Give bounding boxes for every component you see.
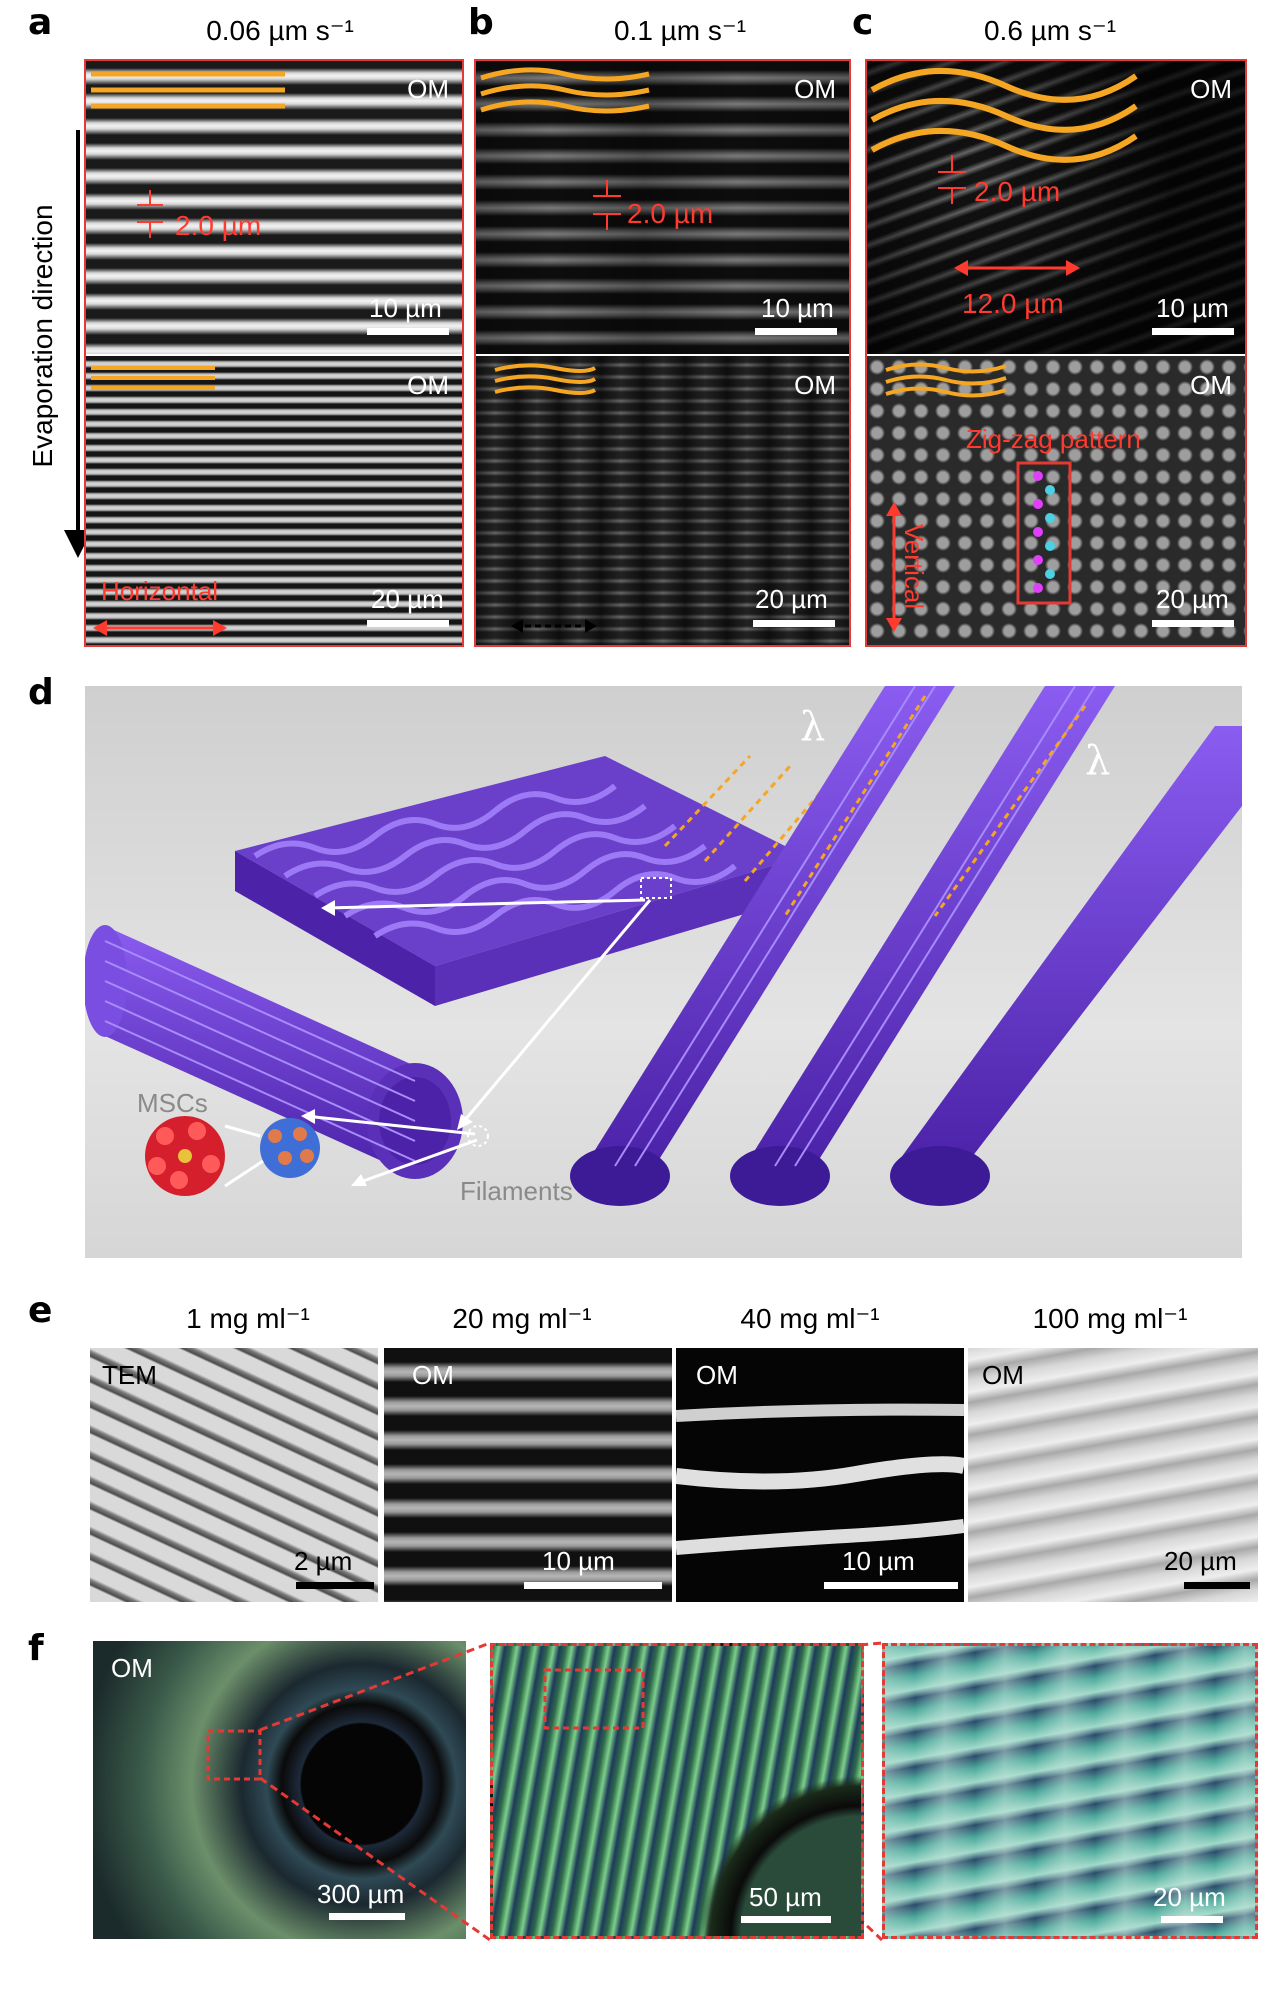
om-label: OM xyxy=(794,370,836,400)
lambda-label: λ xyxy=(1085,738,1111,784)
title-c: 0.6 µm s⁻¹ xyxy=(983,15,1117,46)
om-image-c-bottom: OM Zig-zag pattern Vertical 20 µm xyxy=(866,356,1246,646)
om-image-e4: OM 20 µm xyxy=(968,1348,1258,1602)
filament-cross-section xyxy=(260,1118,320,1178)
om-label: OM xyxy=(794,74,836,104)
bright-bands xyxy=(676,1403,964,1555)
lambda-label: λ xyxy=(800,704,826,750)
twisted-bundles xyxy=(570,686,1242,1206)
om-image-e3: OM 10 µm xyxy=(676,1348,964,1602)
title-e-1: 1 mg ml⁻¹ xyxy=(186,1303,310,1334)
orange-guide-lines xyxy=(91,366,227,636)
scale-bar-label: 20 µm xyxy=(1153,1882,1226,1912)
title-e-4: 100 mg ml⁻¹ xyxy=(1032,1303,1188,1334)
panel-label-e: e xyxy=(28,1290,53,1331)
orange-guide-lines xyxy=(870,67,1138,276)
om-label: OM xyxy=(982,1360,1024,1390)
annotations xyxy=(885,362,1072,632)
scale-bar xyxy=(367,620,449,627)
scale-bar xyxy=(741,1916,831,1923)
spacing-marker xyxy=(593,180,621,230)
scale-bar-label: 20 µm xyxy=(755,584,828,614)
om-image-f2: 50 µm xyxy=(490,1643,864,1939)
orange-guide-lines xyxy=(480,67,650,114)
title-b: 0.1 µm s⁻¹ xyxy=(613,15,747,46)
om-image-b-bottom: OM 20 µm xyxy=(475,356,850,646)
scale-bar xyxy=(367,328,449,335)
scale-bar-label: 2 µm xyxy=(294,1546,353,1576)
scale-bar xyxy=(755,328,837,335)
scale-bar xyxy=(329,1913,405,1920)
scale-bar-label: 10 µm xyxy=(842,1546,915,1576)
horizontal-label: Horizontal xyxy=(101,576,219,606)
scale-bar-label: 10 µm xyxy=(1156,293,1229,323)
om-image-f3: 20 µm xyxy=(882,1643,1258,1939)
scale-bar xyxy=(753,620,835,627)
scale-bar-label: 20 µm xyxy=(1164,1546,1237,1576)
om-image-e2: OM 10 µm xyxy=(384,1348,672,1602)
scale-bar xyxy=(824,1582,958,1589)
scale-bar xyxy=(1161,1916,1223,1923)
scale-bar xyxy=(1184,1582,1250,1589)
tem-image-e1: TEM 2 µm xyxy=(90,1348,378,1602)
title-e-2: 20 mg ml⁻¹ xyxy=(452,1303,592,1334)
filaments-label: Filaments xyxy=(460,1176,573,1206)
zigzag-label: Zig-zag pattern xyxy=(966,424,1141,454)
scale-bar xyxy=(524,1582,662,1589)
om-image-f1: OM 300 µm xyxy=(93,1641,466,1939)
om-label: OM xyxy=(111,1653,153,1683)
filament-bundle-cylinder xyxy=(85,925,463,1179)
om-image-c-top: OM 2.0 µm 12.0 µm 10 µm xyxy=(866,60,1246,354)
msc-cluster xyxy=(145,1116,225,1196)
om-image-b-top: OM 2.0 µm 10 µm xyxy=(475,60,850,354)
scale-bar-label: 300 µm xyxy=(317,1879,405,1909)
panel-label-a: a xyxy=(28,2,53,43)
om-label: OM xyxy=(407,74,449,104)
scale-bar-label: 50 µm xyxy=(749,1882,822,1912)
schematic-svg xyxy=(85,686,1242,1206)
period-annotation: 12.0 µm xyxy=(962,288,1064,319)
om-label: OM xyxy=(696,1360,738,1390)
scale-bar-label: 10 µm xyxy=(369,293,442,323)
panel-label-b: b xyxy=(468,2,494,43)
orange-guide-lines xyxy=(91,71,285,238)
panel-label-c: c xyxy=(852,2,874,43)
spacing-annotation: 2.0 µm xyxy=(175,210,262,241)
panel-a-frame xyxy=(84,59,464,647)
om-image-a-bottom: OM Horizontal 20 µm xyxy=(85,356,463,646)
scale-bar xyxy=(1152,328,1234,335)
scale-bar xyxy=(296,1582,374,1589)
panel-label-d: d xyxy=(28,672,54,713)
om-label: OM xyxy=(1190,74,1232,104)
scale-bar xyxy=(1152,620,1234,627)
title-e-3: 40 mg ml⁻¹ xyxy=(740,1303,880,1334)
schematic-3d-illustration: λ λ MSCs Filaments xyxy=(85,686,1242,1258)
mscs-label: MSCs xyxy=(137,1088,208,1118)
wavy-layer-stack xyxy=(235,754,832,1006)
panel-label-f: f xyxy=(28,1628,44,1669)
title-a: 0.06 µm s⁻¹ xyxy=(206,15,354,46)
spacing-annotation: 2.0 µm xyxy=(974,176,1061,207)
scale-bar-label: 20 µm xyxy=(1156,584,1229,614)
evaporation-label: Evaporation direction xyxy=(27,204,58,468)
panel-c-frame xyxy=(865,59,1247,647)
om-label: OM xyxy=(1190,370,1232,400)
scale-bar-label: 10 µm xyxy=(761,293,834,323)
om-image-a-top: OM 2.0 µm 10 µm xyxy=(85,60,463,354)
om-label: OM xyxy=(407,370,449,400)
scale-bar-label: 10 µm xyxy=(542,1546,615,1576)
panel-b-frame xyxy=(474,59,851,647)
spacing-annotation: 2.0 µm xyxy=(627,198,714,229)
scale-bar-label: 20 µm xyxy=(371,584,444,614)
zoom-box xyxy=(543,1668,645,1730)
mode-label: TEM xyxy=(102,1360,157,1390)
orange-guide-lines xyxy=(494,363,597,633)
zoom-box xyxy=(206,1729,262,1781)
om-label: OM xyxy=(412,1360,454,1390)
